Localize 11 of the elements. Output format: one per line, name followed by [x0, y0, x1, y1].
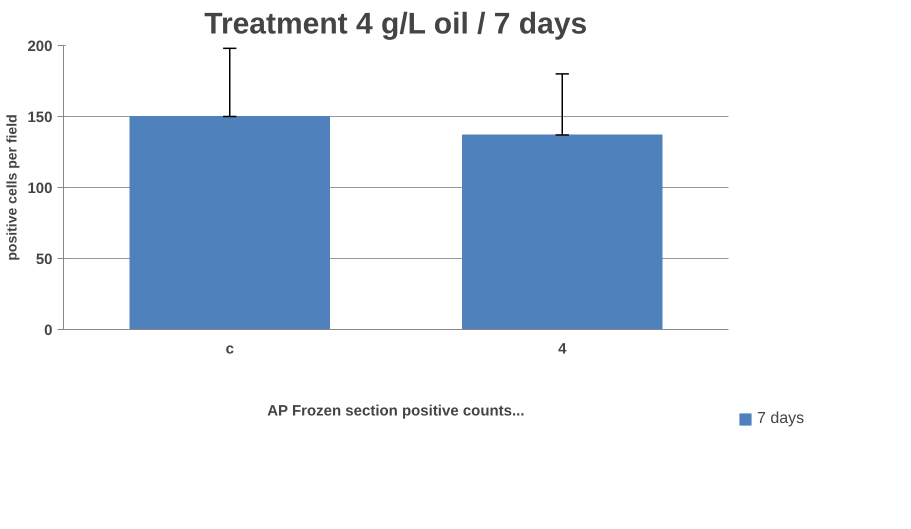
y-tick-label: 0: [44, 322, 52, 339]
text: AP Frozen section positive counts...: [267, 402, 525, 420]
x-tick-label: 4: [558, 340, 568, 358]
y-tick-label: 200: [27, 38, 53, 55]
y-tick-label: 100: [27, 180, 53, 197]
x-tick-label: c: [226, 340, 234, 358]
y-tick-label: 50: [36, 251, 53, 268]
y-axis-title: positive cells per field: [3, 114, 20, 261]
legend-label: 7 days: [757, 410, 804, 428]
y-tick-label: 150: [27, 109, 53, 126]
chart-title: Treatment 4 g/L oil / 7 days: [204, 8, 588, 40]
